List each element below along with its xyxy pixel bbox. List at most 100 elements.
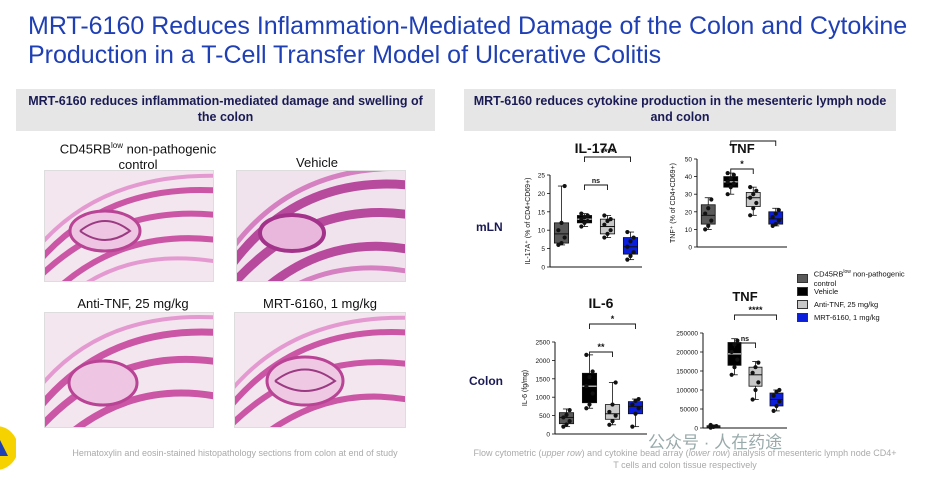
image-label-antitnf: Anti-TNF, 25 mg/kg xyxy=(77,296,189,311)
data-point xyxy=(776,218,781,223)
significance-bracket xyxy=(730,140,777,146)
histology-image-mrt6160 xyxy=(234,312,406,428)
data-point xyxy=(725,179,730,184)
significance-label: ** xyxy=(597,342,605,352)
data-point xyxy=(729,349,734,355)
left-footnote: Hematoxylin and eosin-stained histopatho… xyxy=(72,448,398,458)
y-tick-label: 50 xyxy=(685,157,693,164)
right-footnote-part-5: ) analysis of mesenteric lymph node CD4+… xyxy=(613,448,897,470)
y-tick-label: 50000 xyxy=(680,407,698,414)
right-panel-header: MRT-6160 reduces cytokine production in … xyxy=(464,89,896,131)
data-point xyxy=(579,224,584,229)
y-tick-label: 500 xyxy=(539,413,550,420)
data-point xyxy=(579,211,584,216)
data-point xyxy=(628,239,633,244)
data-point xyxy=(559,220,564,225)
significance-label: **** xyxy=(600,147,615,157)
y-axis-label: TNF⁺ (% of CD4+CD69+) xyxy=(669,163,677,243)
data-point xyxy=(607,409,612,415)
legend-swatch xyxy=(797,287,808,296)
row-label-colon: Colon xyxy=(469,374,503,388)
y-tick-label: 200000 xyxy=(676,350,698,357)
slide-title: MRT-6160 Reduces Inflammation-Mediated D… xyxy=(28,12,908,69)
data-point xyxy=(587,374,592,380)
y-tick-label: 10 xyxy=(685,227,693,234)
data-point xyxy=(631,235,636,240)
data-point xyxy=(756,360,761,365)
data-point xyxy=(706,223,711,228)
image-label-control: CD45RBlow non-pathogenic control xyxy=(58,138,218,173)
y-tick-label: 40 xyxy=(685,174,693,181)
chart-legend: CD45RBlow non-pathogenic control Vehicle A… xyxy=(797,269,926,324)
y-tick-label: 15 xyxy=(538,209,546,216)
data-point xyxy=(628,253,633,259)
data-point xyxy=(756,380,761,385)
legend-swatch xyxy=(797,274,808,283)
data-point xyxy=(610,419,615,424)
data-point xyxy=(587,402,592,407)
significance-bracket xyxy=(730,168,754,174)
data-point xyxy=(753,365,758,370)
data-point xyxy=(754,200,759,206)
data-point xyxy=(579,217,584,222)
y-tick-label: 250000 xyxy=(676,331,698,338)
data-point xyxy=(585,213,590,218)
data-point xyxy=(582,220,587,225)
data-point xyxy=(584,384,589,389)
data-point xyxy=(773,211,778,216)
y-tick-label: 150000 xyxy=(676,369,698,376)
data-point xyxy=(771,393,776,398)
significance-bracket xyxy=(734,342,756,348)
legend-label: Vehicle xyxy=(814,287,839,296)
data-point xyxy=(556,242,561,248)
right-footnote-part-2: upper row xyxy=(541,448,582,458)
data-point xyxy=(748,213,753,218)
data-point xyxy=(708,422,713,428)
data-point xyxy=(703,211,708,216)
data-point xyxy=(584,352,589,357)
data-point xyxy=(729,372,734,377)
y-tick-label: 2000 xyxy=(536,358,551,365)
y-tick-label: 0 xyxy=(541,265,545,272)
data-point xyxy=(636,396,641,402)
data-point xyxy=(625,257,630,262)
data-point xyxy=(562,235,567,240)
data-point xyxy=(608,228,613,233)
legend-item: Vehicle xyxy=(797,285,926,298)
right-footnote: Flow cytometric (upper row) and cytokine… xyxy=(470,447,900,471)
significance-label: ns xyxy=(741,336,749,343)
chart-title: TNF xyxy=(729,141,754,156)
data-point xyxy=(630,402,635,407)
data-point xyxy=(748,185,753,190)
data-point xyxy=(613,413,618,418)
data-point xyxy=(728,176,733,181)
data-point xyxy=(605,231,610,236)
y-tick-label: 0 xyxy=(694,426,698,433)
data-point xyxy=(774,403,779,409)
data-point xyxy=(754,188,759,193)
data-point xyxy=(608,217,613,222)
data-point xyxy=(585,218,590,224)
y-tick-label: 20 xyxy=(685,209,693,216)
y-tick-label: 20 xyxy=(538,191,546,198)
data-point xyxy=(725,192,730,197)
significance-bracket xyxy=(584,184,608,190)
data-point xyxy=(633,398,638,403)
chart-il17a-mln: IL-17A 0 5 10 15 20 25 IL-17A⁺ (% of CD4+CD69+)… xyxy=(524,140,642,272)
data-point xyxy=(770,223,775,228)
data-point xyxy=(610,402,615,407)
data-point xyxy=(751,192,756,197)
data-point xyxy=(605,218,610,224)
data-point xyxy=(607,422,612,427)
y-tick-label: 0 xyxy=(688,245,692,252)
data-point xyxy=(602,213,607,218)
data-point xyxy=(631,250,636,255)
data-point xyxy=(630,424,635,429)
data-point xyxy=(561,415,566,420)
data-point xyxy=(706,206,711,211)
data-point xyxy=(748,195,753,200)
significance-label: * xyxy=(740,159,744,169)
histology-image-control xyxy=(44,170,214,282)
